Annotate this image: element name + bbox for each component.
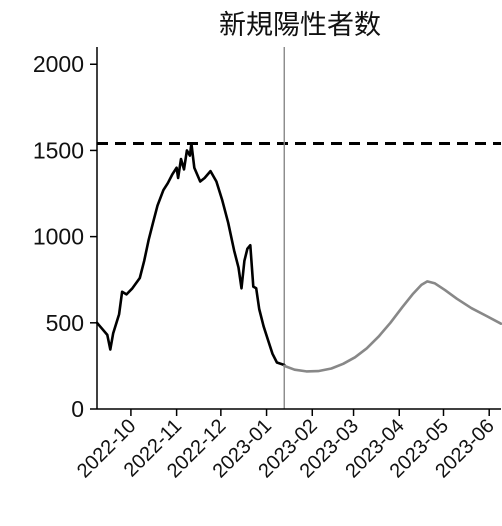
y-tick-label: 1000 xyxy=(33,224,84,250)
projection-series-line xyxy=(283,280,502,373)
series-layer xyxy=(95,142,502,373)
observed-series-line xyxy=(95,142,286,367)
axes: 05001000150020002022-102022-112022-12202… xyxy=(33,47,501,482)
y-tick-label: 1500 xyxy=(33,137,84,163)
plot-area xyxy=(97,47,501,409)
y-tick-label: 500 xyxy=(46,310,84,336)
chart-title: 新規陽性者数 xyxy=(219,10,381,40)
y-tick-label: 2000 xyxy=(33,51,84,77)
y-tick-label: 0 xyxy=(71,396,84,422)
